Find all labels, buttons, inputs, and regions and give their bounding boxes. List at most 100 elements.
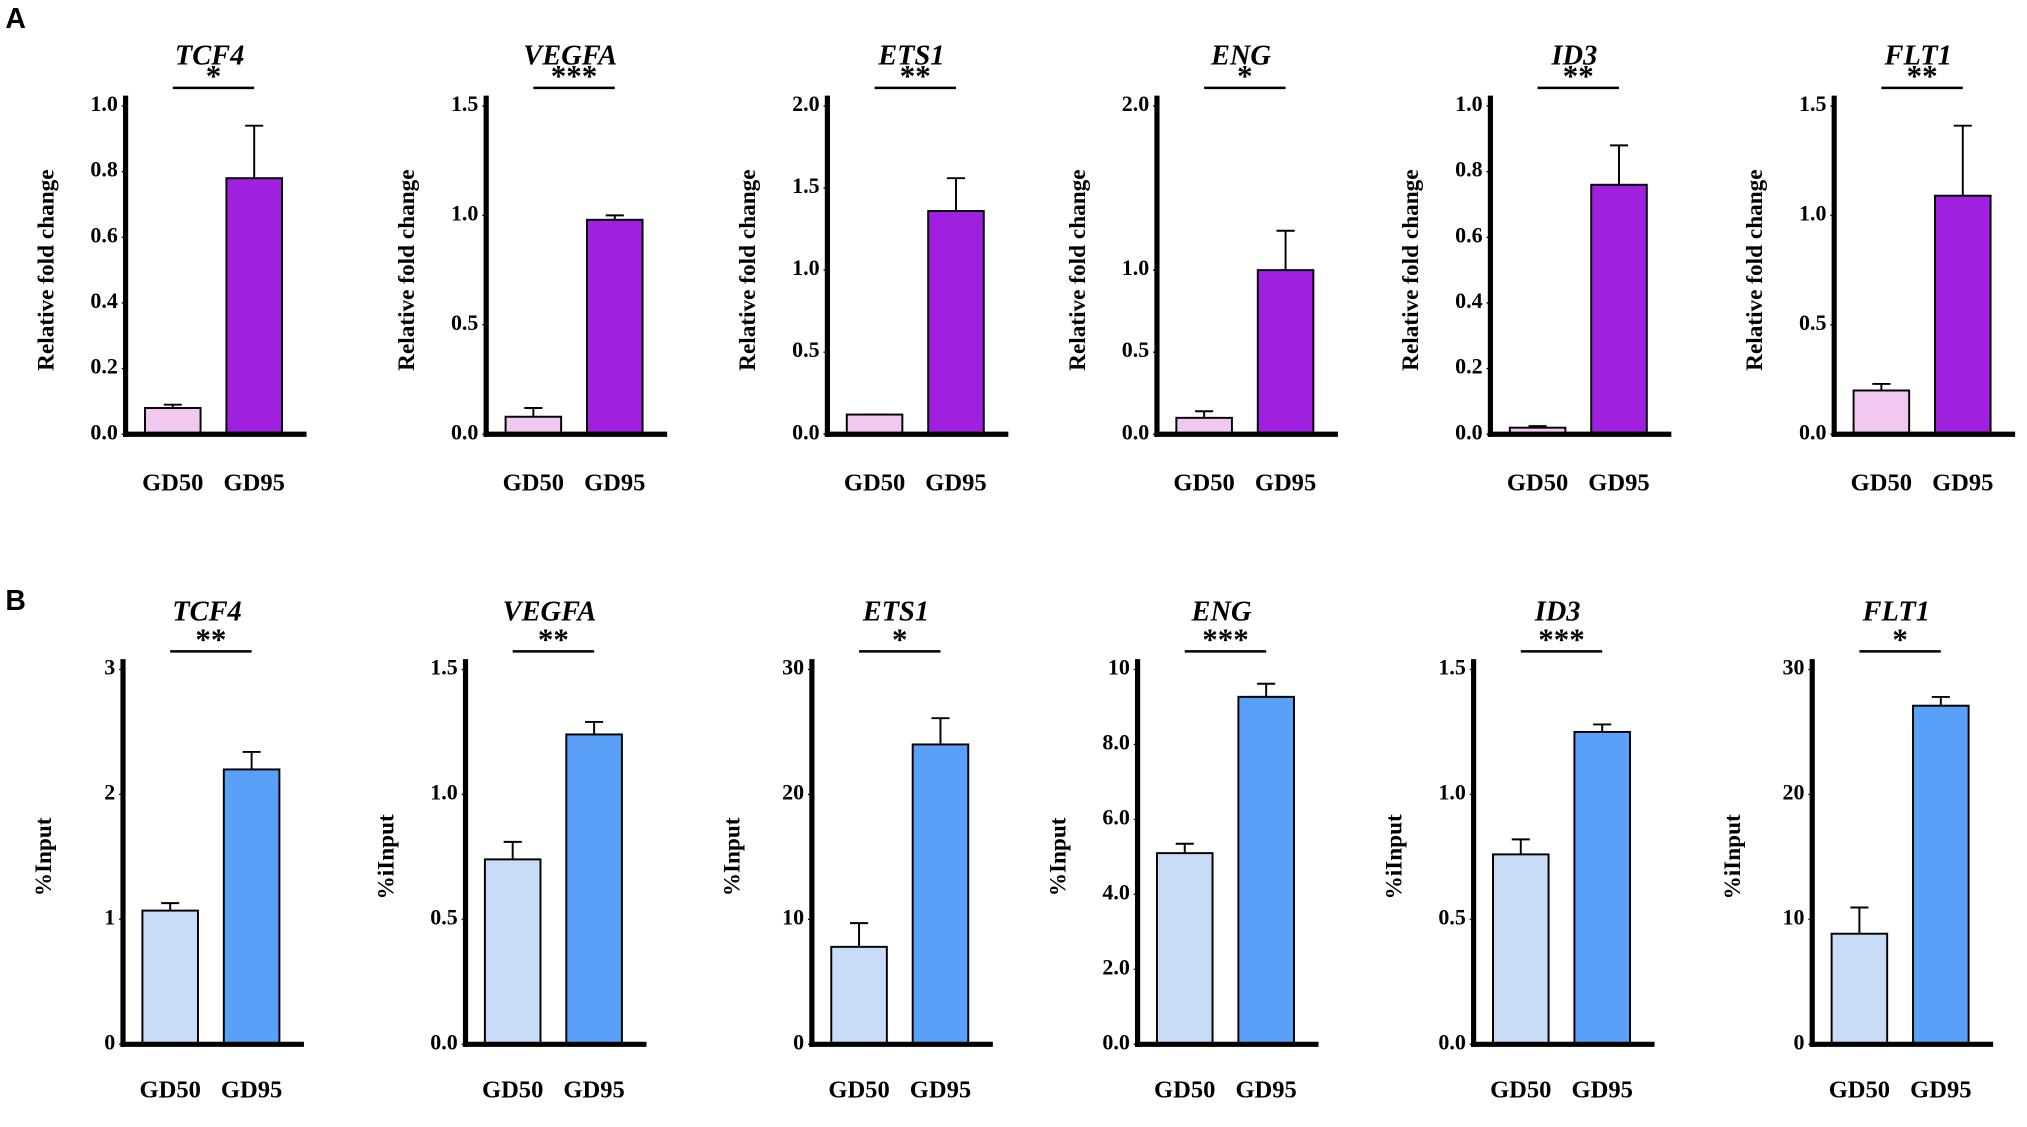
chart-title: ETS1 bbox=[877, 41, 944, 72]
y-tick-label: 0.6 bbox=[90, 222, 117, 247]
y-axis-label: %iInput bbox=[373, 814, 399, 900]
bar bbox=[144, 407, 202, 436]
error-bar bbox=[946, 177, 966, 212]
x-tick-label: GD50 bbox=[1490, 1077, 1551, 1104]
bar bbox=[1830, 932, 1889, 1046]
significance-label: * bbox=[1237, 58, 1253, 93]
error-bar bbox=[1609, 144, 1629, 185]
y-tick-label: 1.0 bbox=[1438, 779, 1465, 804]
x-tick-label: GD50 bbox=[828, 1077, 889, 1104]
y-tick-label: 1.0 bbox=[451, 200, 478, 225]
bar bbox=[1934, 194, 1992, 436]
x-tick-label: GD95 bbox=[1932, 469, 1993, 496]
y-tick-label: 4.0 bbox=[1102, 879, 1129, 904]
x-tick-label: GD50 bbox=[844, 469, 905, 496]
error-bar bbox=[1953, 124, 1972, 196]
y-tick-label: 6.0 bbox=[1102, 804, 1129, 829]
y-tick-label: 0.5 bbox=[430, 904, 457, 929]
error-bar bbox=[1528, 425, 1547, 428]
y-tick-label: 0.0 bbox=[792, 419, 819, 444]
bar bbox=[225, 177, 283, 436]
bar bbox=[565, 733, 623, 1046]
error-bar bbox=[245, 124, 264, 179]
x-tick-label: GD50 bbox=[142, 469, 203, 496]
y-tick-label: 1.0 bbox=[90, 91, 117, 116]
x-tick-label: GD50 bbox=[1154, 1077, 1215, 1104]
bar bbox=[1237, 695, 1295, 1046]
y-axis-label: Relative fold change bbox=[1065, 169, 1091, 370]
y-axis-label: %Input bbox=[720, 817, 746, 896]
y-axis-label: Relative fold change bbox=[394, 169, 420, 370]
bar bbox=[830, 945, 888, 1046]
error-bar bbox=[1872, 382, 1891, 391]
error-bar bbox=[503, 840, 522, 860]
x-tick-label: GD95 bbox=[910, 1077, 971, 1104]
significance-label: *** bbox=[1202, 621, 1249, 656]
y-tick-label: 0.0 bbox=[451, 419, 478, 444]
y-axis-label: %Input bbox=[1045, 817, 1071, 896]
x-tick-label: GD95 bbox=[1910, 1077, 1971, 1104]
x-tick-label: GD95 bbox=[224, 469, 285, 496]
error-bar bbox=[1195, 410, 1214, 418]
x-tick-label: GD50 bbox=[1173, 469, 1234, 496]
y-tick-label: 0.0 bbox=[1455, 419, 1482, 444]
y-tick-label: 10 bbox=[782, 904, 804, 929]
x-tick-label: GD95 bbox=[1588, 469, 1649, 496]
significance-label: ** bbox=[1563, 58, 1594, 93]
y-tick-label: 0.5 bbox=[1799, 310, 1826, 335]
y-tick-label: 0.0 bbox=[430, 1029, 457, 1054]
y-tick-label: 0.0 bbox=[90, 419, 117, 444]
y-tick-label: 0.5 bbox=[792, 337, 819, 362]
bar bbox=[1155, 852, 1214, 1046]
y-tick-label: 0.0 bbox=[1438, 1029, 1465, 1054]
y-tick-label: 0.4 bbox=[90, 288, 117, 313]
y-tick-label: 1.5 bbox=[1799, 91, 1826, 116]
x-tick-label: GD95 bbox=[1572, 1077, 1633, 1104]
significance-label: ** bbox=[1907, 58, 1938, 93]
error-bar bbox=[242, 750, 261, 770]
y-tick-label: 10 bbox=[1108, 655, 1130, 680]
y-tick-label: 0.5 bbox=[1438, 904, 1465, 929]
y-tick-label: 0.2 bbox=[90, 354, 117, 379]
y-tick-label: 10 bbox=[1782, 904, 1804, 929]
y-tick-label: 2.0 bbox=[1122, 91, 1149, 116]
x-tick-label: GD50 bbox=[140, 1077, 201, 1104]
y-tick-label: 1.5 bbox=[451, 91, 478, 116]
chart-title: ENG bbox=[1191, 596, 1252, 627]
y-axis-label: %iInput bbox=[1381, 814, 1407, 900]
error-bar bbox=[1257, 682, 1276, 697]
significance-label: * bbox=[1892, 621, 1908, 656]
y-tick-label: 1.5 bbox=[792, 173, 819, 198]
bar bbox=[845, 413, 904, 436]
x-tick-label: GD50 bbox=[1507, 469, 1568, 496]
error-bar bbox=[1175, 842, 1194, 854]
y-axis-label: Relative fold change bbox=[735, 169, 761, 370]
chart-title: ID3 bbox=[1551, 41, 1598, 72]
y-tick-label: 2.0 bbox=[1102, 954, 1129, 979]
y-axis-label: %iInput bbox=[1720, 814, 1746, 900]
bar bbox=[483, 858, 542, 1046]
y-tick-label: 1.0 bbox=[430, 779, 457, 804]
y-axis-label: Relative fold change bbox=[33, 169, 59, 370]
significance-label: ** bbox=[195, 621, 226, 656]
chart-title: ENG bbox=[1210, 41, 1271, 72]
y-axis-label: Relative fold change bbox=[1398, 169, 1424, 370]
panel-label: B bbox=[5, 585, 26, 617]
bar bbox=[927, 210, 985, 436]
bar bbox=[222, 768, 281, 1046]
x-tick-label: GD50 bbox=[1851, 469, 1912, 496]
x-tick-label: GD95 bbox=[1235, 1077, 1296, 1104]
x-tick-label: GD50 bbox=[482, 1077, 543, 1104]
y-tick-label: 0.0 bbox=[1799, 419, 1826, 444]
y-tick-label: 2.0 bbox=[792, 91, 819, 116]
bar bbox=[1590, 183, 1648, 436]
x-tick-label: GD95 bbox=[1255, 469, 1316, 496]
y-tick-label: 0 bbox=[104, 1029, 115, 1054]
y-tick-label: 0.8 bbox=[90, 157, 117, 182]
y-tick-label: 0.0 bbox=[1102, 1029, 1129, 1054]
significance-label: * bbox=[892, 621, 908, 656]
y-tick-label: 1.0 bbox=[1799, 200, 1826, 225]
error-bar bbox=[524, 407, 543, 417]
chart-title: VEGFA bbox=[523, 41, 617, 72]
